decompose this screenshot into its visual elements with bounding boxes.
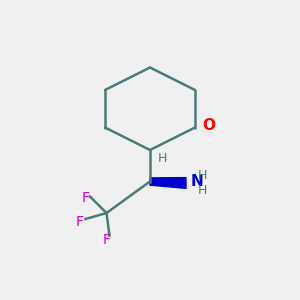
Text: F: F (103, 233, 110, 247)
Text: F: F (82, 191, 89, 205)
Text: N: N (190, 174, 203, 189)
Text: O: O (202, 118, 215, 134)
Text: H: H (157, 152, 167, 166)
Text: H: H (198, 184, 207, 197)
Polygon shape (150, 178, 186, 188)
Text: F: F (76, 215, 83, 229)
Text: H: H (198, 169, 207, 182)
